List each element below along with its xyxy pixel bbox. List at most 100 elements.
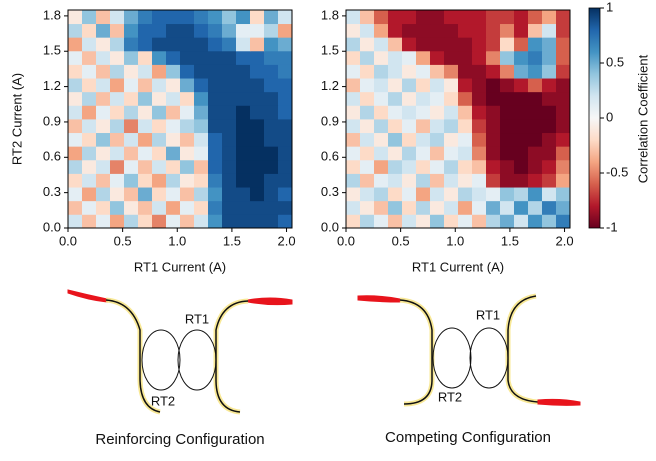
heatmap-cell [180, 23, 195, 38]
heatmap-cell [250, 159, 265, 174]
heatmap-cell [166, 37, 181, 52]
heatmap-cell [528, 200, 543, 215]
heatmap-cell [124, 187, 139, 202]
heatmap-cell [124, 214, 139, 229]
heatmap-cell [68, 214, 83, 229]
heatmap-cell [124, 173, 139, 188]
heatmap-cell [222, 10, 237, 25]
waveguide [399, 299, 433, 405]
heatmap-cell [250, 214, 265, 229]
heatmap-cell [528, 105, 543, 120]
heatmap-cell [500, 23, 515, 38]
heatmap-cell [444, 146, 459, 161]
heatmap-cell [138, 50, 153, 65]
heatmap-cell [110, 200, 125, 215]
heatmap-cell [110, 10, 125, 25]
heatmap-cell [264, 105, 279, 120]
heatmap-cell [486, 214, 501, 229]
heatmap-cell [500, 119, 515, 134]
heatmap-cell [514, 50, 529, 65]
heatmap-cell [472, 173, 487, 188]
x-tick-label: 0.5 [114, 233, 132, 248]
heatmap-cell [208, 23, 223, 38]
heatmap-cell [416, 187, 431, 202]
laser-tip [357, 295, 401, 303]
heatmap-cell [222, 214, 237, 229]
heatmap-cell [278, 105, 293, 120]
heatmap-cell [486, 64, 501, 79]
heatmap-cell [514, 105, 529, 120]
heatmap-cell [360, 23, 375, 38]
heatmap-cell [180, 187, 195, 202]
heatmap-cell [208, 91, 223, 106]
heatmap-cell [250, 78, 265, 93]
heatmap-cell [542, 64, 557, 79]
heatmap-cell [360, 10, 375, 25]
heatmap-cell [542, 91, 557, 106]
heatmap-cell [166, 214, 181, 229]
heatmap-cell [152, 78, 167, 93]
waveguide [105, 299, 161, 413]
heatmap-cell [166, 159, 181, 174]
heatmap-cell [152, 173, 167, 188]
heatmap-cell [388, 146, 403, 161]
heatmap-cell [180, 91, 195, 106]
heatmap-cell [472, 214, 487, 229]
diagram-label: RT2 [438, 389, 462, 404]
heatmap-cell [68, 119, 83, 134]
heatmap-cell [500, 10, 515, 25]
heatmap-cell [236, 146, 251, 161]
colorbar-label: Correlation Coefficient [635, 54, 650, 183]
heatmap-cell [236, 23, 251, 38]
heatmap-cell [180, 159, 195, 174]
heatmap-cell [444, 64, 459, 79]
heatmap-cell [152, 10, 167, 25]
heatmap-cell [388, 23, 403, 38]
heatmap-cell [416, 146, 431, 161]
heatmap-cell [152, 37, 167, 52]
heatmap-cell [346, 173, 361, 188]
heatmap-cell [68, 105, 83, 120]
heatmap-cell [374, 37, 389, 52]
heatmap-cell [444, 119, 459, 134]
heatmap-cell [472, 23, 487, 38]
heatmap-cell [68, 173, 83, 188]
heatmap-cell [236, 105, 251, 120]
heatmap-cell [388, 64, 403, 79]
heatmap-cell [360, 132, 375, 147]
heatmap-cell [556, 50, 571, 65]
heatmap-cell [360, 37, 375, 52]
heatmap-cell [208, 214, 223, 229]
heatmap-cell [402, 78, 417, 93]
heatmap-cell [374, 50, 389, 65]
heatmap-cell [360, 105, 375, 120]
heatmap-cell [208, 64, 223, 79]
heatmap-cell [278, 119, 293, 134]
heatmap-cell [514, 78, 529, 93]
heatmap-cell [514, 64, 529, 79]
heatmap-cell [542, 50, 557, 65]
heatmap-cell [278, 64, 293, 79]
heatmap-cell [500, 37, 515, 52]
heatmap-cell [374, 78, 389, 93]
heatmap-cell [250, 50, 265, 65]
heatmap-cell [138, 10, 153, 25]
heatmap-cell [514, 200, 529, 215]
heatmap-cell [360, 214, 375, 229]
x-tick-label: 0.5 [392, 233, 410, 248]
heatmap-cell [124, 91, 139, 106]
heatmap-cell [152, 132, 167, 147]
heatmap-cell [68, 200, 83, 215]
heatmap-cell [458, 214, 473, 229]
heatmap-cell [360, 64, 375, 79]
x-tick-label: 0.0 [337, 233, 355, 248]
heatmap-cell [110, 159, 125, 174]
heatmap-cell [264, 187, 279, 202]
heatmap-cell [416, 200, 431, 215]
heatmap-cell [250, 23, 265, 38]
heatmap-cell [194, 91, 209, 106]
heatmap-cell [472, 119, 487, 134]
heatmap-cell [458, 173, 473, 188]
heatmap-cell [486, 173, 501, 188]
heatmap-cell [250, 64, 265, 79]
